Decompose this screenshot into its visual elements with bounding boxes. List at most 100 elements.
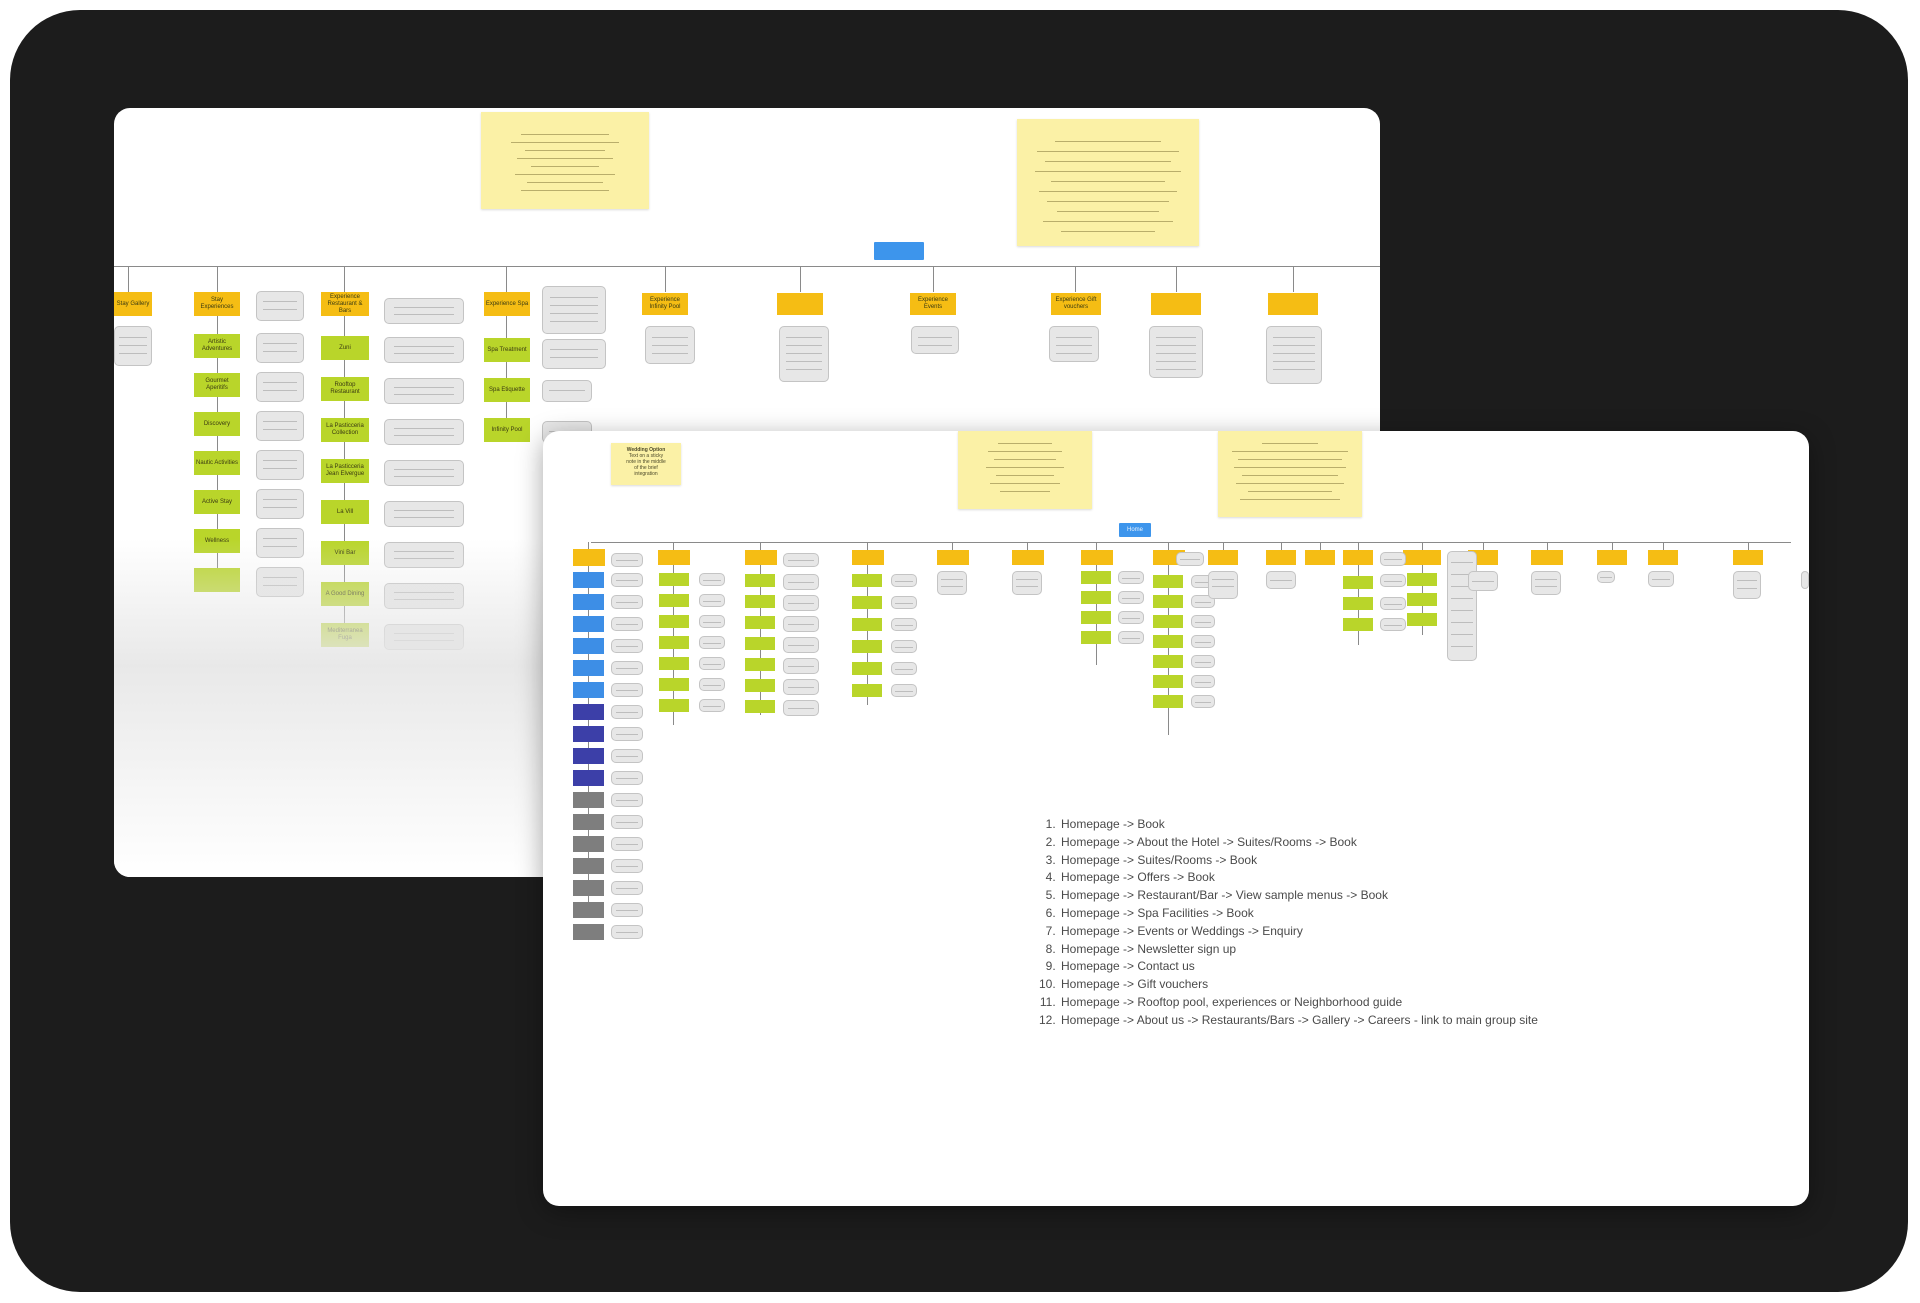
subpage-node bbox=[573, 770, 604, 786]
content-note bbox=[1733, 571, 1761, 599]
subpage-node bbox=[573, 682, 604, 698]
content-note bbox=[699, 678, 725, 691]
content-note bbox=[611, 727, 643, 741]
subpage-node: Spa Etiquette bbox=[484, 378, 530, 402]
category-node: Experience Restaurant & Bars bbox=[321, 292, 369, 316]
content-note bbox=[699, 636, 725, 649]
root-node bbox=[874, 242, 924, 260]
subpage-node bbox=[1153, 675, 1183, 688]
subpage-node bbox=[745, 637, 775, 650]
subpage-node bbox=[745, 679, 775, 692]
content-note bbox=[256, 567, 304, 597]
journey-item: Homepage -> Offers -> Book bbox=[1059, 869, 1538, 887]
content-note bbox=[256, 372, 304, 402]
category-node bbox=[1597, 550, 1627, 565]
category-node: Stay Gallery bbox=[114, 292, 152, 316]
category-node: Experience Gift vouchers bbox=[1051, 293, 1101, 315]
subpage-node bbox=[194, 568, 240, 592]
content-note bbox=[256, 333, 304, 363]
content-note bbox=[1266, 571, 1296, 589]
content-note bbox=[783, 637, 819, 653]
category-node bbox=[1081, 550, 1113, 565]
content-note bbox=[1266, 326, 1322, 384]
category-node: Experience Infinity Pool bbox=[642, 293, 688, 315]
category-node bbox=[1305, 550, 1335, 565]
subpage-node: La Pasticceria Jean Elvergue bbox=[321, 459, 369, 483]
content-note bbox=[384, 583, 464, 609]
subpage-node bbox=[1153, 695, 1183, 708]
content-note bbox=[384, 419, 464, 445]
sticky-line: integration bbox=[634, 471, 658, 477]
content-note bbox=[611, 815, 643, 829]
content-note bbox=[1118, 611, 1144, 624]
sticky-note bbox=[481, 112, 649, 209]
content-note bbox=[611, 903, 643, 917]
content-note bbox=[779, 326, 829, 382]
subpage-node bbox=[1407, 613, 1437, 626]
content-note bbox=[1208, 571, 1238, 599]
subpage-node: Gourmet Aperitifs bbox=[194, 373, 240, 397]
subpage-node bbox=[573, 726, 604, 742]
content-note bbox=[783, 658, 819, 674]
category-node bbox=[1266, 550, 1296, 565]
content-note bbox=[1191, 655, 1215, 668]
content-note bbox=[256, 489, 304, 519]
content-note bbox=[384, 378, 464, 404]
category-node bbox=[1151, 293, 1201, 315]
subpage-node bbox=[573, 880, 604, 896]
content-note bbox=[1191, 695, 1215, 708]
content-note bbox=[611, 859, 643, 873]
category-node bbox=[1208, 550, 1238, 565]
content-note bbox=[1380, 552, 1406, 566]
content-note bbox=[611, 925, 643, 939]
content-note bbox=[611, 749, 643, 763]
content-note bbox=[891, 574, 917, 587]
content-note bbox=[1380, 618, 1406, 631]
subpage-node bbox=[573, 748, 604, 764]
subpage-node: La Vill bbox=[321, 500, 369, 524]
subpage-node bbox=[573, 836, 604, 852]
category-node bbox=[852, 550, 884, 565]
content-note bbox=[1118, 631, 1144, 644]
subpage-node bbox=[1153, 635, 1183, 648]
sticky-title: Wedding Option bbox=[626, 447, 666, 453]
category-node bbox=[1403, 550, 1441, 565]
content-note bbox=[611, 793, 643, 807]
content-note bbox=[1648, 571, 1674, 587]
content-note bbox=[1597, 571, 1615, 583]
content-note bbox=[611, 617, 643, 631]
content-note bbox=[891, 640, 917, 653]
subpage-node bbox=[573, 792, 604, 808]
subpage-node: Discovery bbox=[194, 412, 240, 436]
content-note bbox=[611, 881, 643, 895]
subpage-node: Mediterranea Fuga bbox=[321, 623, 369, 647]
category-node: Stay Experiences bbox=[194, 292, 240, 316]
subpage-node bbox=[1153, 595, 1183, 608]
subpage-node: Infinity Pool bbox=[484, 418, 530, 442]
category-node bbox=[1531, 550, 1563, 565]
content-note bbox=[611, 639, 643, 653]
content-note bbox=[699, 615, 725, 628]
content-note bbox=[1149, 326, 1203, 378]
content-note bbox=[256, 450, 304, 480]
sticky-note bbox=[958, 431, 1092, 509]
journey-item: Homepage -> Restaurant/Bar -> View sampl… bbox=[1059, 887, 1538, 905]
subpage-node bbox=[573, 594, 604, 610]
content-note bbox=[542, 286, 606, 334]
content-note bbox=[1380, 597, 1406, 610]
content-note bbox=[1049, 326, 1099, 362]
category-node bbox=[573, 549, 605, 566]
sticky-line: note in the middle bbox=[626, 459, 666, 465]
content-note bbox=[783, 679, 819, 695]
category-node bbox=[1012, 550, 1044, 565]
category-node bbox=[777, 293, 823, 315]
content-note bbox=[783, 553, 819, 567]
subpage-node: Artistic Adventures bbox=[194, 334, 240, 358]
subpage-node bbox=[659, 636, 689, 649]
content-note bbox=[783, 595, 819, 611]
subpage-node bbox=[852, 684, 882, 697]
subpage-node bbox=[573, 638, 604, 654]
device-frame: Stay Gallery Stay Experiences Experience… bbox=[10, 10, 1908, 1292]
sticky-line: Text on a sticky bbox=[628, 453, 664, 459]
content-note bbox=[937, 571, 967, 595]
